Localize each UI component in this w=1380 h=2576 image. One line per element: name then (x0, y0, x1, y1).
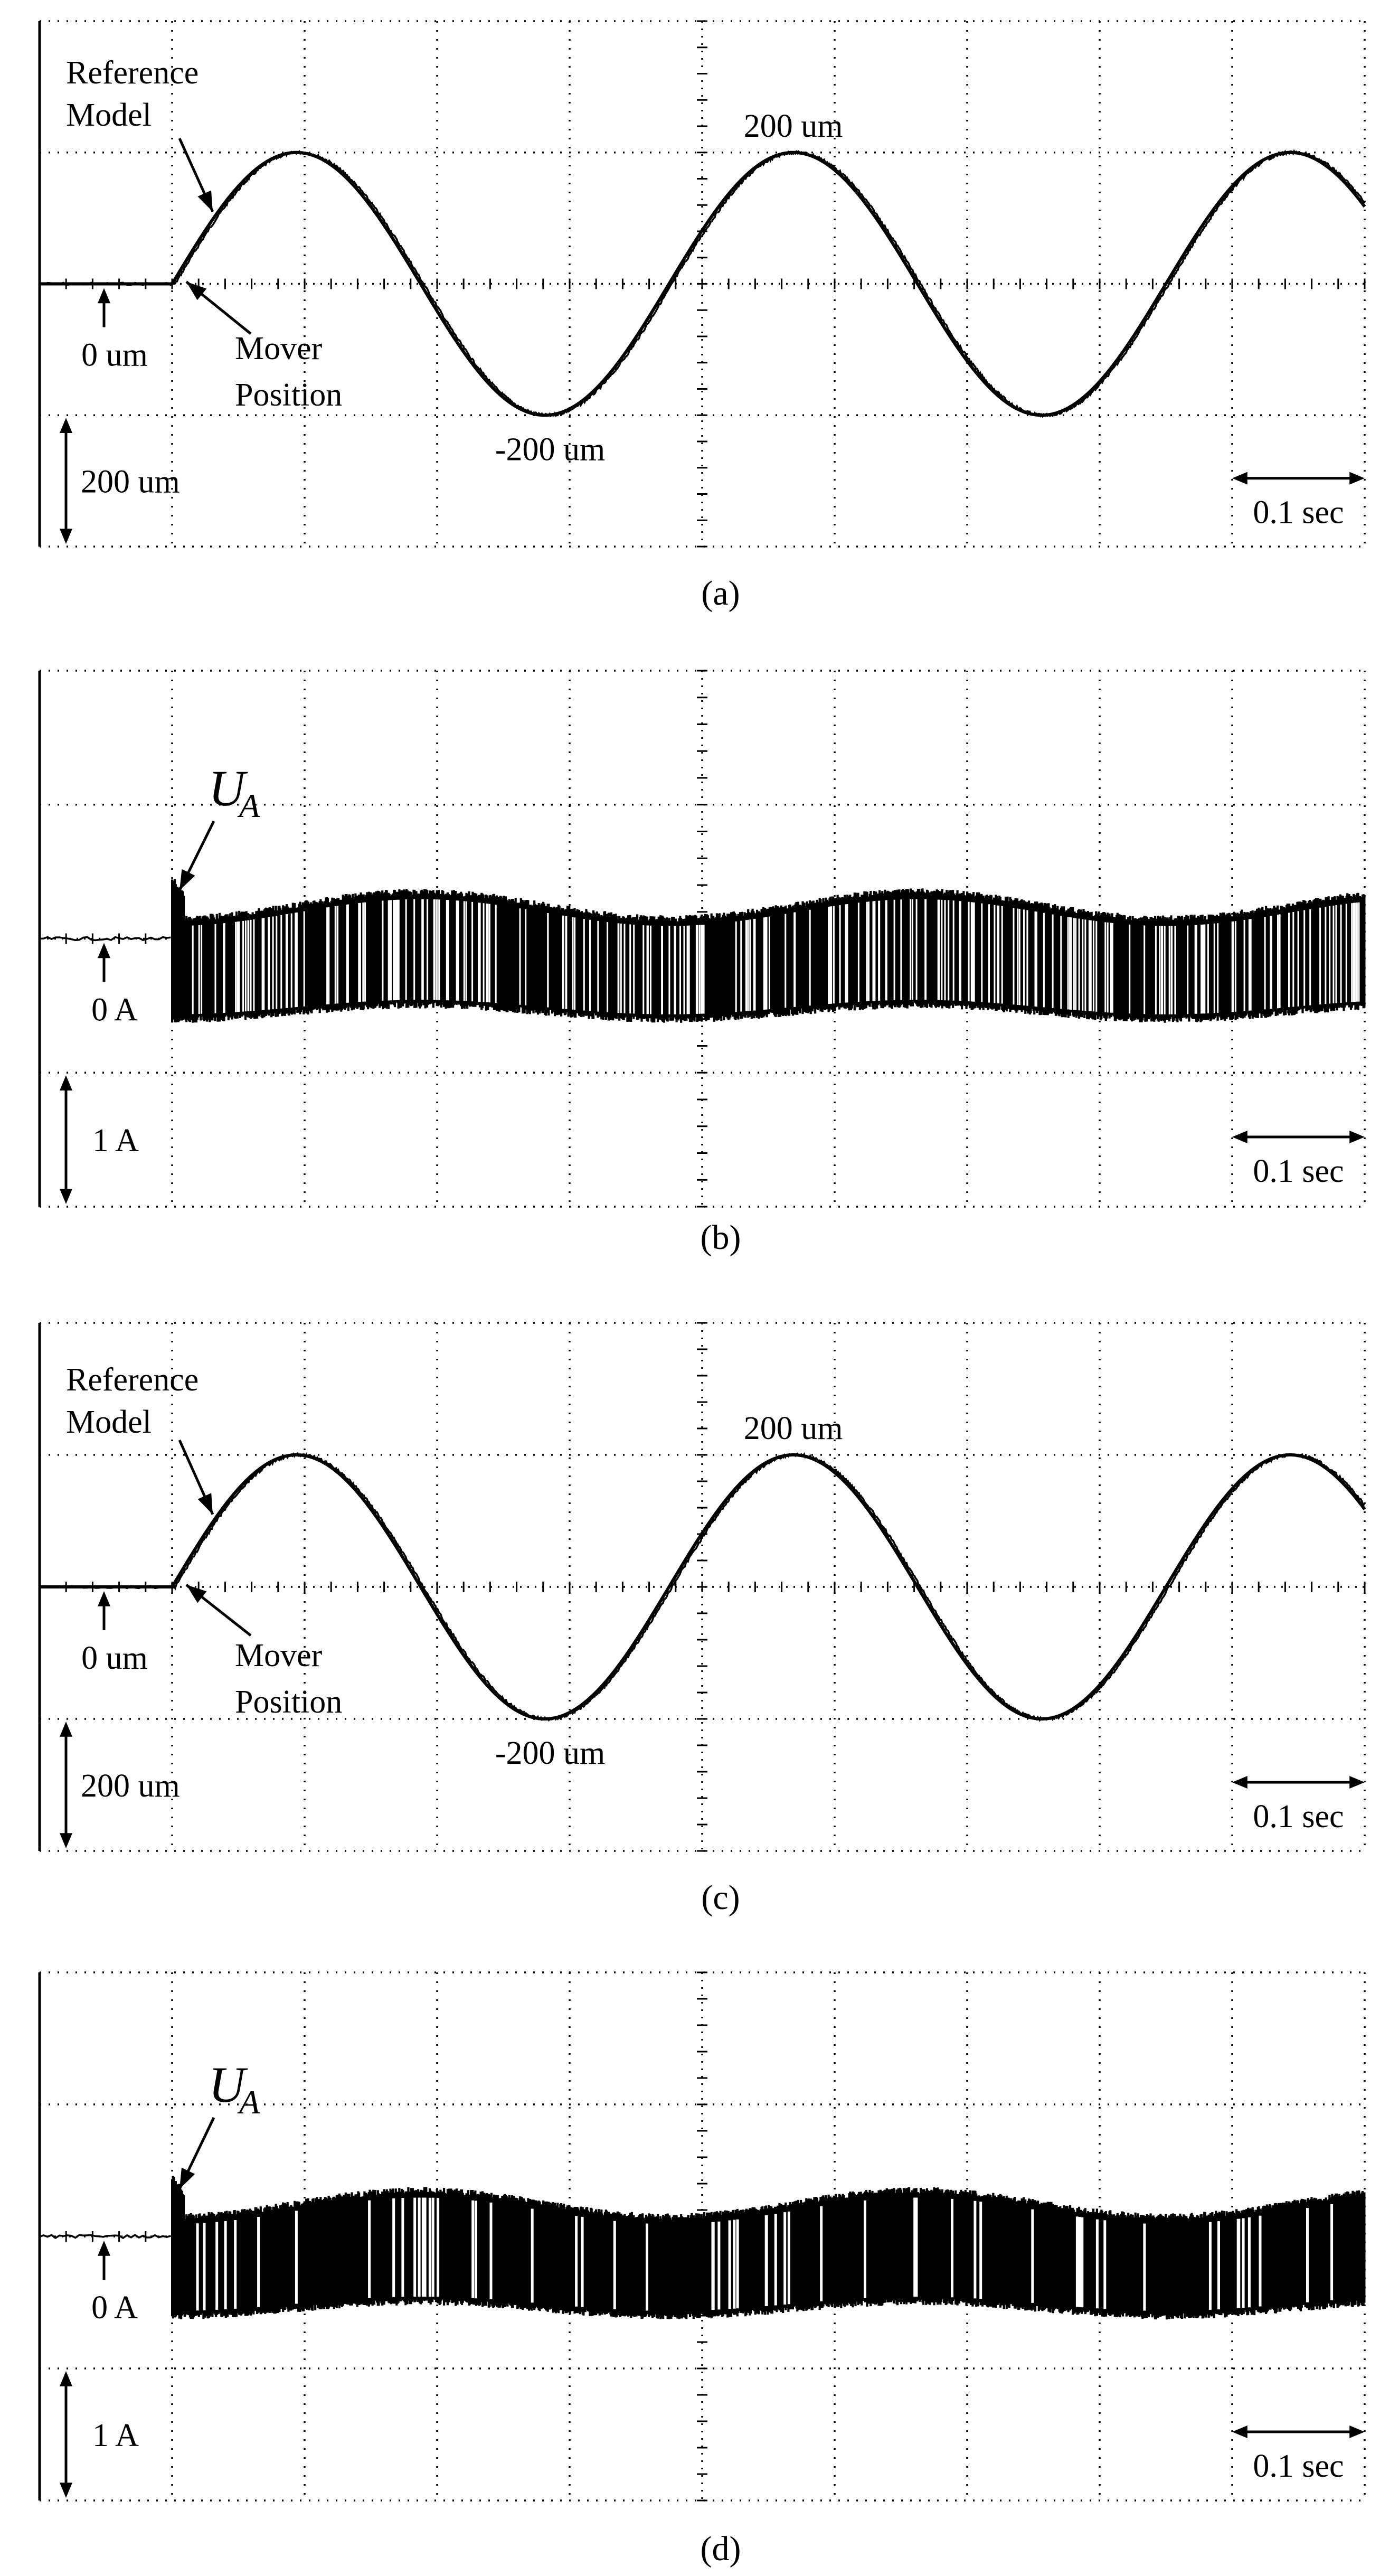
time-scale-right-head (1349, 472, 1365, 485)
mover-position-label: Mover (235, 1638, 323, 1674)
ua-waveform-gaps (196, 2197, 1334, 2311)
mover-position-pointer-head (186, 281, 207, 300)
reference-model-label: Reference (66, 55, 199, 91)
trough-label: -200 um (495, 1735, 605, 1771)
time-scale-left-head (1232, 2425, 1247, 2438)
trough-label: -200 um (495, 431, 605, 467)
chart-a: Reference Model Mover Position 200 um -200 um… (38, 20, 1366, 613)
time-scale-label: 0.1 sec (1253, 2448, 1344, 2484)
zero-marker-head (98, 943, 110, 958)
ua-label-sub: A (237, 2083, 260, 2121)
time-scale-left-head (1232, 1776, 1247, 1789)
caption-b: (b) (701, 1218, 741, 1257)
time-scale-label: 0.1 sec (1253, 1153, 1344, 1189)
vertical-scale-bottom-head (60, 529, 72, 544)
vertical-scale-label: 1 A (92, 2418, 139, 2453)
mover-position-label-2: Position (235, 377, 342, 413)
zero-marker-head (98, 1591, 110, 1606)
ua-pointer-head (179, 869, 195, 890)
chart-d: UA 0 A 1 A 0.1 sec (d) (38, 1971, 1366, 2568)
vertical-scale-bottom-head (60, 1189, 72, 1204)
zero-marker-head (98, 288, 110, 304)
ua-switching-waveform (171, 879, 1366, 1023)
vertical-scale-label: 200 um (81, 464, 180, 500)
time-scale-right-head (1349, 1131, 1365, 1144)
time-scale-left-head (1232, 472, 1247, 485)
time-scale-right-head (1349, 2425, 1365, 2438)
vertical-scale-label: 200 um (81, 1768, 180, 1804)
mover-position-label-2: Position (235, 1684, 342, 1720)
ua-baseline (39, 2234, 171, 2240)
caption-c: (c) (701, 1878, 740, 1917)
reference-model-pointer-head (197, 1493, 213, 1515)
vertical-scale-top-head (60, 418, 72, 434)
mover-position-label: Mover (235, 331, 323, 366)
reference-model-pointer-head (197, 190, 213, 212)
vertical-scale-top-head (60, 2371, 72, 2386)
caption-d: (d) (701, 2530, 741, 2568)
ua-pointer-head (179, 2167, 195, 2189)
caption-a: (a) (701, 574, 740, 613)
time-scale-right-head (1349, 1776, 1365, 1789)
ua-baseline (39, 936, 171, 942)
reference-model-label-2: Model (66, 97, 152, 133)
zero-marker-label: 0 um (81, 1640, 148, 1676)
vertical-scale-top-head (60, 1075, 72, 1091)
zero-marker-head (98, 2241, 110, 2256)
reference-model-line (40, 151, 1366, 417)
ua-label-sub: A (237, 787, 260, 824)
reference-model-label: Reference (66, 1362, 199, 1398)
vertical-scale-bottom-head (60, 2483, 72, 2498)
ua-switching-waveform (171, 2176, 1366, 2320)
vertical-scale-bottom-head (60, 1833, 72, 1848)
peak-label: 200 um (744, 1411, 843, 1446)
peak-label: 200 um (744, 108, 843, 144)
time-scale-left-head (1232, 1131, 1247, 1144)
mover-position-line (39, 149, 1366, 419)
ua-label: U (209, 2056, 248, 2113)
chart-c: Reference Model Mover Position 200 um -200 um… (38, 1322, 1366, 1917)
zero-marker-label: 0 um (81, 337, 148, 373)
chart-b: UA 0 A 1 A 0.1 sec (b) (38, 670, 1366, 1257)
time-scale-label: 0.1 sec (1253, 1799, 1344, 1835)
mover-position-pointer-head (186, 1585, 207, 1603)
mover-position-line (39, 1452, 1365, 1723)
reference-model-label-2: Model (66, 1404, 152, 1440)
vertical-scale-top-head (60, 1722, 72, 1737)
zero-marker-label: 0 A (91, 2290, 138, 2326)
time-scale-label: 0.1 sec (1253, 495, 1344, 531)
zero-marker-label: 0 A (91, 992, 138, 1028)
ua-waveform-gaps (192, 899, 1360, 1014)
vertical-scale-label: 1 A (92, 1123, 139, 1159)
ua-label: U (209, 760, 248, 816)
